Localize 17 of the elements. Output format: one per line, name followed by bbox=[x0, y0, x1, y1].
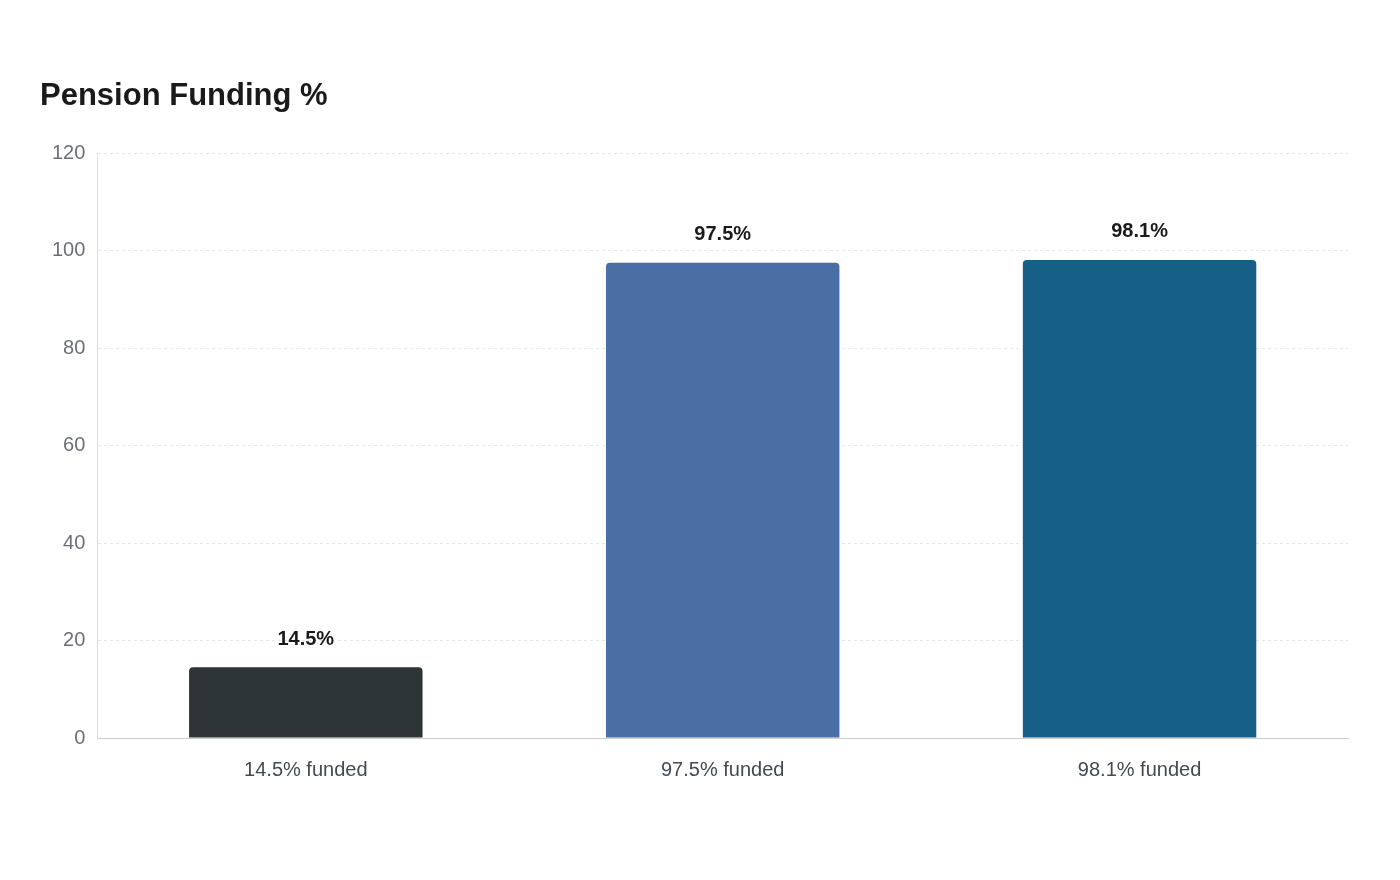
x-tick-label: 97.5% funded bbox=[660, 757, 785, 780]
y-tick-label: 0 bbox=[74, 725, 86, 748]
chart-title: Pension Funding % bbox=[40, 77, 328, 113]
x-tick-label: 98.1% funded bbox=[1077, 757, 1202, 780]
y-tick-label: 80 bbox=[63, 335, 86, 358]
x-tick-label: 14.5% funded bbox=[244, 757, 368, 780]
y-tick-label: 120 bbox=[51, 140, 86, 163]
bar bbox=[1022, 259, 1257, 738]
y-tick-label: 20 bbox=[63, 628, 86, 651]
y-tick-label: 100 bbox=[51, 238, 86, 261]
y-tick-label: 60 bbox=[63, 433, 86, 456]
data-label: 97.5% bbox=[694, 222, 752, 245]
bar bbox=[189, 667, 423, 738]
data-label: 98.1% bbox=[1111, 219, 1169, 242]
data-label: 14.5% bbox=[277, 626, 335, 649]
y-tick-label: 40 bbox=[63, 530, 86, 553]
bar bbox=[605, 262, 840, 738]
